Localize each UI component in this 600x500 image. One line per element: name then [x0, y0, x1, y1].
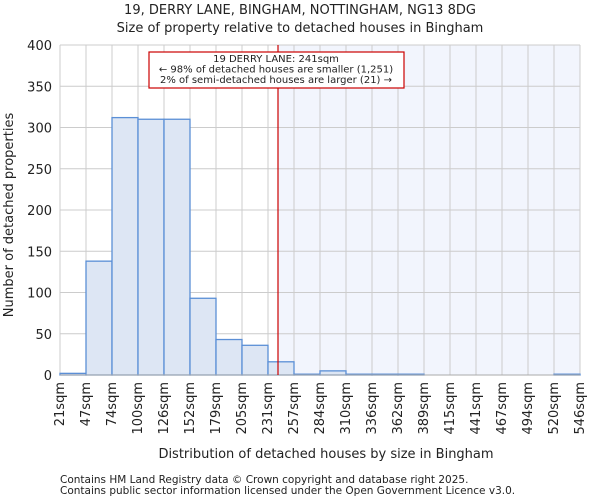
histogram-bar [267, 361, 295, 376]
y-axis-label: Number of detached properties [2, 113, 17, 318]
y-tick-label: 250 [27, 163, 52, 178]
x-tick-label: 47sqm [79, 382, 94, 426]
x-tick-label: 126sqm [157, 382, 172, 435]
x-tick-label: 152sqm [183, 382, 198, 435]
x-tick-label: 284sqm [313, 382, 328, 435]
x-tick-label: 100sqm [131, 382, 146, 435]
chart-title: 19, DERRY LANE, BINGHAM, NOTTINGHAM, NG1… [124, 3, 476, 18]
x-tick-label: 74sqm [105, 382, 120, 426]
x-tick-label: 546sqm [573, 382, 588, 435]
y-tick-label: 200 [27, 204, 52, 219]
histogram-bar [85, 260, 113, 376]
x-tick-label: 467sqm [495, 382, 510, 435]
y-tick-label: 0 [44, 369, 52, 384]
chart-subtitle: Size of property relative to detached ho… [117, 21, 484, 36]
x-tick-label: 494sqm [521, 382, 536, 435]
annotation-box [148, 51, 405, 89]
y-tick-label: 150 [27, 245, 52, 260]
histogram-bar [319, 370, 347, 376]
histogram-bar [215, 338, 243, 376]
y-tick-label: 350 [27, 80, 52, 95]
x-tick-label: 179sqm [209, 382, 224, 435]
x-tick-label: 362sqm [391, 382, 406, 435]
x-tick-label: 231sqm [261, 382, 276, 435]
x-tick-label: 205sqm [235, 382, 250, 435]
histogram-bar [137, 118, 165, 376]
annotation-line: 2% of semi-detached houses are larger (2… [160, 75, 392, 86]
x-tick-label: 257sqm [287, 382, 302, 435]
histogram-bar [111, 116, 139, 376]
y-tick-label: 50 [35, 328, 52, 343]
x-tick-label: 441sqm [469, 382, 484, 435]
x-axis-label: Distribution of detached houses by size … [158, 447, 493, 462]
x-tick-label: 415sqm [443, 382, 458, 435]
footer-line-2: Contains public sector information licen… [60, 485, 515, 497]
x-tick-label: 520sqm [547, 382, 562, 435]
histogram-bar [241, 344, 269, 376]
x-tick-label: 310sqm [339, 382, 354, 435]
y-tick-label: 400 [27, 39, 52, 54]
x-tick-label: 389sqm [417, 382, 432, 435]
x-tick-label: 21sqm [53, 382, 68, 426]
footer-line-1: Contains HM Land Registry data © Crown c… [60, 474, 468, 486]
histogram-bar [189, 297, 217, 376]
histogram-bar [163, 118, 191, 376]
y-tick-label: 300 [27, 122, 52, 137]
annotation-line: ← 98% of detached houses are smaller (1,… [159, 65, 393, 76]
annotation-line: 19 DERRY LANE: 241sqm [213, 54, 339, 65]
y-tick-label: 100 [27, 287, 52, 302]
x-tick-label: 336sqm [365, 382, 380, 435]
